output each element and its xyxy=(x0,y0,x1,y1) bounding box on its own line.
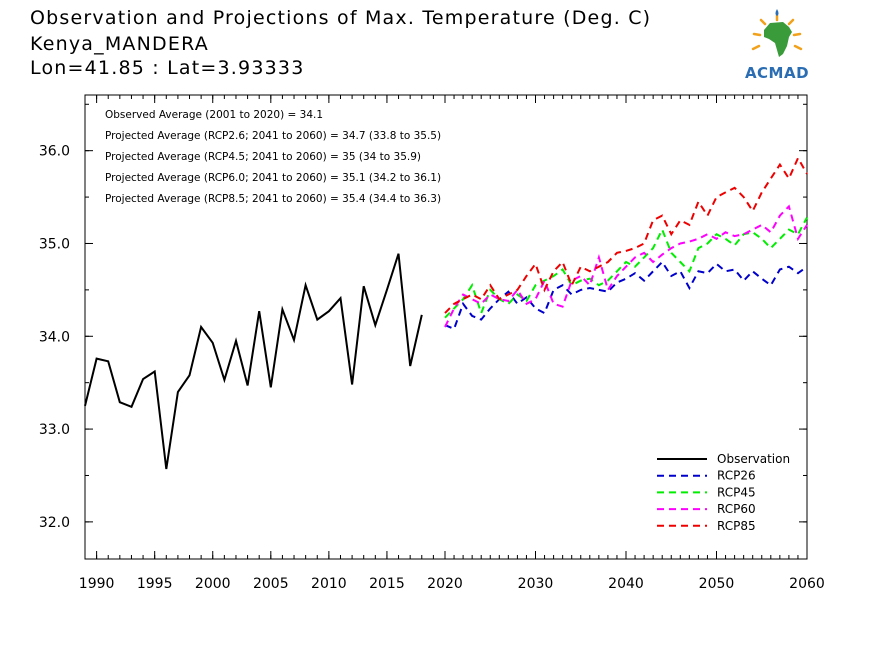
plot-frame xyxy=(84,94,808,560)
x-tick-label: 2020 xyxy=(427,576,463,592)
annotation-text: Projected Average (RCP2.6; 2041 to 2060)… xyxy=(105,130,441,142)
chart-subtitle-coordinates: Lon=41.85 : Lat=3.93333 xyxy=(30,57,305,79)
africa-map-sun-logo xyxy=(751,9,803,57)
logo-text: ACMAD xyxy=(744,64,810,82)
x-tick-label: 2000 xyxy=(195,576,231,592)
x-tick-label: 1990 xyxy=(79,576,115,592)
legend-label: RCP60 xyxy=(717,502,756,516)
y-tick-label: 35.0 xyxy=(39,236,70,252)
legend-label: Observation xyxy=(717,452,790,466)
legend-label: RCP45 xyxy=(717,485,756,499)
chart-title: Observation and Projections of Max. Temp… xyxy=(30,7,652,29)
x-tick-label: 1995 xyxy=(137,576,173,592)
x-tick-label: 2010 xyxy=(311,576,347,592)
legend-label: RCP85 xyxy=(717,519,756,533)
x-tick-label: 2040 xyxy=(608,576,644,592)
series-line-rcp26 xyxy=(444,260,808,331)
x-tick-label: 2005 xyxy=(253,576,289,592)
acmad-logo: ACMAD xyxy=(737,8,817,84)
x-tick-label: 2060 xyxy=(789,576,825,592)
y-tick-label: 34.0 xyxy=(39,329,70,345)
annotation-text: Projected Average (RCP8.5; 2041 to 2060)… xyxy=(105,193,441,205)
annotation-text: Projected Average (RCP6.0; 2041 to 2060)… xyxy=(105,172,441,184)
y-tick-label: 33.0 xyxy=(39,422,70,438)
annotation-text: Projected Average (RCP4.5; 2041 to 2060)… xyxy=(105,151,421,163)
series-line-observation xyxy=(84,253,423,470)
x-tick-label: 2015 xyxy=(369,576,405,592)
x-tick-label: 2030 xyxy=(518,576,554,592)
y-tick-label: 36.0 xyxy=(39,144,70,160)
series-line-rcp60 xyxy=(444,204,808,328)
legend-label: RCP26 xyxy=(717,469,756,483)
chart-subtitle-location: Kenya_MANDERA xyxy=(30,33,209,55)
series-line-rcp85 xyxy=(444,155,808,314)
x-tick-label: 2050 xyxy=(699,576,735,592)
y-tick-label: 32.0 xyxy=(39,515,70,531)
annotation-text: Observed Average (2001 to 2020) = 34.1 xyxy=(105,109,323,121)
